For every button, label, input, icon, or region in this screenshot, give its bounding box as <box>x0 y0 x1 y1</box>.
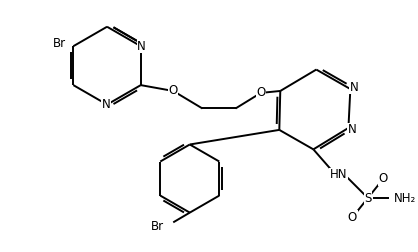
Text: N: N <box>348 123 357 136</box>
Text: O: O <box>256 86 265 99</box>
Text: O: O <box>379 172 388 185</box>
Text: O: O <box>168 84 178 98</box>
Text: N: N <box>102 98 110 111</box>
Text: NH₂: NH₂ <box>394 192 416 205</box>
Text: N: N <box>138 40 146 53</box>
Text: S: S <box>364 192 372 205</box>
Text: N: N <box>350 81 359 93</box>
Text: HN: HN <box>330 168 347 181</box>
Text: Br: Br <box>52 37 66 50</box>
Text: O: O <box>348 211 357 224</box>
Text: Br: Br <box>150 220 163 233</box>
